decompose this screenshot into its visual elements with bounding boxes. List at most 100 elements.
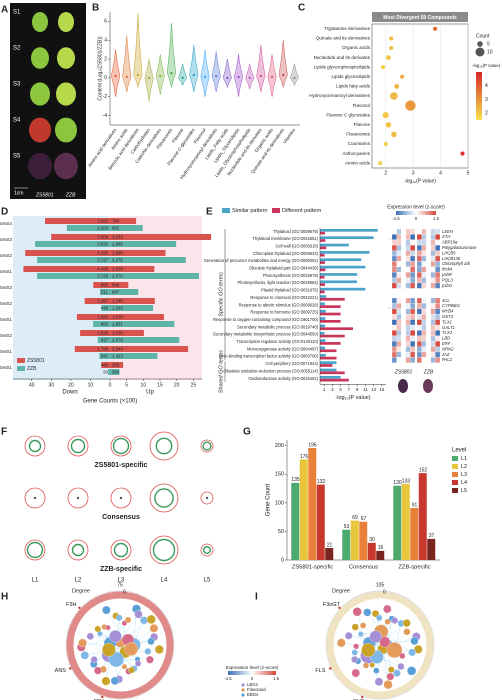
- x-axis-title: Gene Counts (×100): [83, 399, 138, 405]
- node: [101, 642, 116, 657]
- heat-cell: [416, 228, 422, 235]
- heat-cell: [416, 330, 422, 336]
- heatmap-tick: -1.5: [392, 216, 400, 221]
- gene-label: NRN2: [442, 346, 454, 351]
- legend-scale: [228, 671, 276, 675]
- node: [362, 662, 370, 669]
- heat-cell: [416, 245, 422, 251]
- x-tick-label: ZZB-specific: [398, 565, 430, 571]
- heat-cell: [405, 228, 411, 235]
- bar: [320, 239, 326, 242]
- node: [373, 667, 380, 674]
- heat-cell: [421, 303, 427, 309]
- fruit: [56, 82, 76, 106]
- heat-cell: [391, 303, 397, 309]
- value-label: 1,693: [97, 314, 108, 319]
- ring-outline: [325, 590, 435, 700]
- heat-cell: [430, 282, 436, 289]
- node: [399, 652, 406, 659]
- level-ring: [67, 487, 89, 509]
- node: [403, 628, 411, 636]
- value-label: 3,831: [97, 241, 108, 246]
- value-label: 511: [101, 289, 108, 294]
- bar-down: [66, 225, 110, 231]
- bar: [320, 290, 325, 294]
- bar-down: [101, 362, 110, 368]
- heat-cell: [391, 335, 397, 342]
- node: [90, 656, 98, 664]
- bar: [320, 378, 349, 382]
- value-label: 1,297: [97, 298, 108, 303]
- value-label: 284: [112, 369, 120, 374]
- plot-frame: [371, 23, 469, 169]
- bar-down: [23, 266, 110, 272]
- heatmap-scale: [396, 211, 436, 215]
- y-tick-label: Chloroplast thylakoid (GO:0009534): [253, 251, 319, 256]
- gene-label: psbO: [441, 283, 453, 288]
- bar-down: [80, 330, 110, 336]
- legend-label: Flavonoid: [247, 687, 266, 692]
- y-tick-label: 0: [281, 557, 284, 563]
- bar: [320, 364, 333, 367]
- heat-cell: [405, 335, 411, 342]
- bar-up: [110, 362, 124, 368]
- value-label: 1,423: [112, 353, 123, 358]
- heat-cell: [391, 351, 397, 358]
- heat-cell: [435, 308, 441, 315]
- heat-cell: [396, 239, 402, 246]
- heat-cell: [416, 319, 422, 326]
- heat-cell: [401, 324, 406, 331]
- x-tick-label: Vitamins: [282, 127, 297, 145]
- node: [101, 676, 111, 686]
- heat-cell: [435, 335, 441, 342]
- heat-cell: [430, 351, 436, 358]
- fruit: [31, 47, 49, 69]
- level-ring: [67, 539, 89, 561]
- bar: [320, 353, 326, 357]
- node: [154, 645, 164, 654]
- heat-cell: [426, 308, 431, 315]
- y-tick-label: DNA-binding transcription factor activit…: [219, 354, 319, 359]
- heat-cell: [405, 261, 411, 267]
- y-tick-label: Flavone C glycosides: [326, 112, 370, 117]
- dot: [383, 141, 388, 147]
- node: [124, 616, 132, 624]
- y-tick-label: Plastid thylakoid (GO:0031976): [261, 288, 319, 293]
- y-tick-label: 2: [104, 56, 107, 62]
- heat-cell: [416, 266, 422, 273]
- legend-label: L1: [461, 456, 467, 462]
- heat-cell: [405, 234, 411, 240]
- heat-cell: [421, 308, 427, 315]
- median: [170, 72, 173, 75]
- heat-cell: [391, 308, 397, 315]
- y-tick-label: Cell periphery (GO:0071944): [265, 361, 318, 366]
- heat-cell: [426, 346, 431, 353]
- heat-cell: [396, 346, 402, 353]
- x-tick-label: 40: [29, 382, 35, 388]
- panel-letter: I: [255, 592, 258, 603]
- x-tick-label: 2: [384, 170, 387, 176]
- bar: [320, 275, 325, 279]
- value-label: 132: [317, 479, 326, 485]
- heat-cell: [391, 234, 397, 240]
- gene-label: Chlorophyll a/b: [442, 261, 471, 266]
- ring-max: 105: [376, 582, 385, 588]
- level-ring: [110, 435, 132, 457]
- violin: [267, 54, 277, 97]
- x-tick-label: 4: [439, 170, 442, 176]
- heat-cell: [426, 297, 431, 304]
- violin: [211, 51, 221, 93]
- y-tick-label: Lipids glycerophospholipids: [314, 64, 371, 69]
- node: [386, 642, 403, 659]
- heat-cell: [410, 245, 416, 251]
- heat-cell: [405, 308, 411, 315]
- heat-cell: [396, 272, 402, 278]
- level-ring: [149, 483, 179, 513]
- bar: [320, 376, 341, 379]
- y-tick-label: 200: [275, 443, 284, 449]
- heat-cell: [426, 266, 431, 273]
- heat-cell: [426, 245, 431, 251]
- gene-marker: [69, 667, 72, 670]
- heat-cell: [416, 297, 422, 304]
